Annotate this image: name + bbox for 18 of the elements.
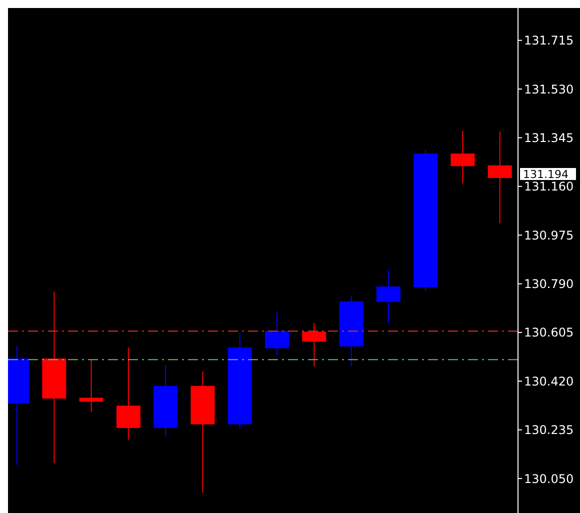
y-tick-label: 130.975 — [524, 228, 574, 242]
y-tick-label: 130.605 — [524, 326, 574, 340]
candlestick — [79, 359, 104, 413]
candlestick — [450, 130, 475, 184]
y-tick-label: 130.420 — [524, 374, 574, 388]
candlestick — [488, 131, 512, 224]
candlestick — [116, 346, 140, 440]
y-tick-label: 130.235 — [524, 423, 574, 438]
y-tick-label: 130.050 — [524, 472, 574, 486]
candlestick — [376, 269, 400, 324]
text: 131.194 — [523, 168, 568, 181]
y-tick-label: 131.715 — [524, 34, 574, 48]
y-tick-label: 131.160 — [524, 180, 574, 194]
y-tick-label: 131.530 — [524, 82, 574, 96]
y-tick-label: 131.345 — [524, 130, 574, 145]
y-tick-label: 130.790 — [524, 277, 574, 292]
candlestick — [302, 322, 326, 367]
candlestick — [265, 312, 289, 356]
